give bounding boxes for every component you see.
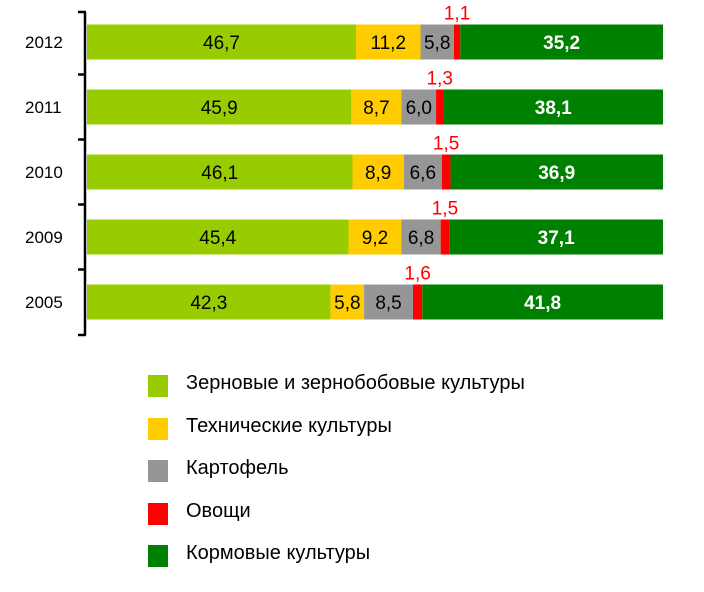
bar-segment	[87, 89, 352, 125]
bar-segment	[351, 89, 402, 125]
bar-segment	[436, 89, 444, 125]
bar-segment	[401, 219, 441, 255]
data-label: 35,2	[543, 33, 580, 54]
legend-label: Технические культуры	[186, 414, 392, 437]
category-label: 2005	[25, 293, 63, 312]
bar-segment	[449, 219, 663, 255]
data-label: 42,3	[190, 293, 227, 314]
data-label: 36,9	[538, 163, 575, 184]
data-label: 8,7	[363, 98, 389, 119]
bar-segment	[440, 219, 450, 255]
bar-segment	[422, 284, 663, 320]
bar-segment	[403, 154, 442, 190]
legend-item: Овощи	[148, 500, 688, 543]
bar-segment	[364, 284, 414, 320]
bar-segment	[330, 284, 365, 320]
category-label: 2011	[25, 98, 62, 117]
data-label: 46,7	[203, 33, 240, 54]
bar-segment	[401, 89, 437, 125]
legend: Зерновые и зернобобовые культуры Техничес…	[148, 372, 688, 585]
bar-segment	[443, 89, 663, 125]
legend-item: Зерновые и зернобобовые культуры	[148, 372, 688, 415]
data-label: 1,5	[432, 199, 458, 220]
legend-item: Картофель	[148, 457, 688, 500]
bar-segment	[87, 154, 353, 190]
data-label: 1,1	[444, 4, 470, 25]
legend-label: Зерновые и зернобобовые культуры	[186, 372, 525, 394]
data-label: 45,9	[201, 98, 238, 119]
bar-segment	[413, 284, 423, 320]
data-label: 37,1	[538, 228, 575, 249]
legend-label: Кормовые культуры	[186, 542, 371, 564]
category-label: 2012	[25, 33, 63, 52]
bar-segment	[355, 24, 421, 60]
data-label: 6,6	[410, 163, 436, 184]
data-label: 11,2	[370, 33, 406, 54]
data-label: 6,8	[408, 228, 434, 249]
data-label: 8,5	[375, 293, 401, 314]
legend-swatch	[148, 375, 168, 397]
bar-segment	[450, 154, 663, 190]
data-label: 9,2	[362, 228, 388, 249]
category-label: 2010	[25, 163, 63, 182]
legend-swatch	[148, 417, 168, 440]
legend-item: Технические культуры	[148, 415, 688, 458]
data-label: 45,4	[199, 228, 236, 249]
bar-segment	[441, 154, 451, 190]
data-label: 5,8	[334, 293, 360, 314]
legend-label: Овощи	[186, 499, 251, 522]
data-label: 8,9	[365, 163, 391, 184]
bar-segment	[453, 24, 461, 60]
bar-segment	[460, 24, 663, 60]
legend-swatch	[148, 545, 168, 567]
legend-swatch	[148, 460, 168, 482]
data-label: 41,8	[524, 293, 561, 314]
data-label: 1,5	[433, 134, 459, 155]
data-label: 46,1	[201, 163, 238, 184]
data-label: 38,1	[535, 98, 572, 119]
legend-item: Кормовые культуры	[148, 542, 688, 585]
bar-segment	[420, 24, 454, 60]
legend-label: Картофель	[186, 457, 289, 479]
data-label: 5,8	[424, 33, 450, 54]
data-label: 1,6	[404, 264, 430, 285]
data-label: 1,3	[427, 69, 453, 90]
legend-swatch	[148, 502, 168, 525]
data-label: 6,0	[406, 98, 432, 119]
bar-segment	[87, 24, 356, 60]
bar-segment	[348, 219, 402, 255]
category-label: 2009	[25, 228, 63, 247]
bar-segment	[352, 154, 404, 190]
bar-segment	[87, 219, 349, 255]
bar-segment	[87, 284, 331, 320]
